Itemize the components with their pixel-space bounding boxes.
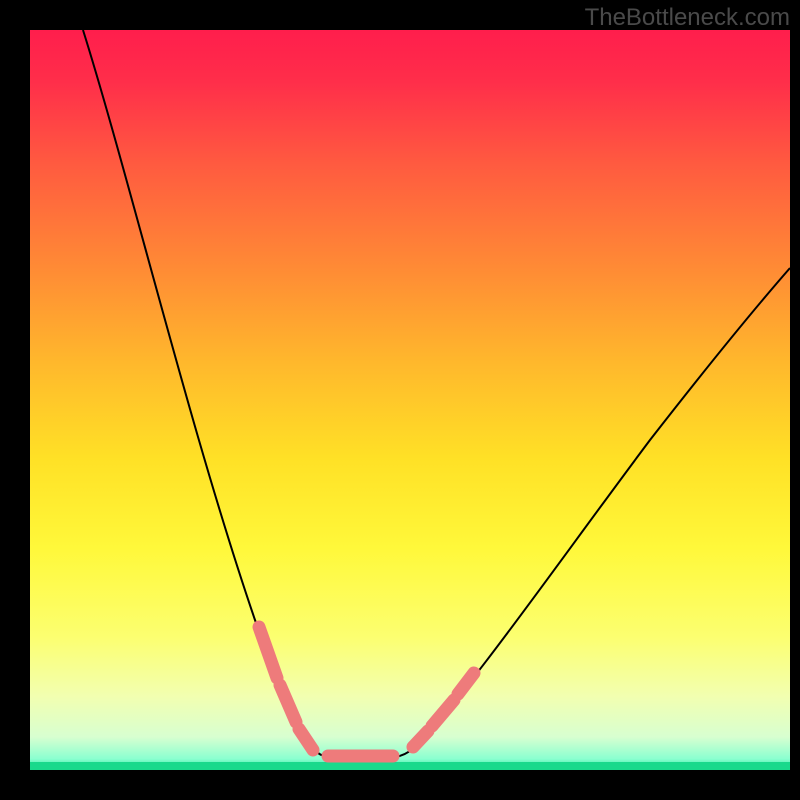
gradient-background: [30, 30, 790, 770]
chart-frame: TheBottleneck.com: [0, 0, 800, 800]
watermark-text: TheBottleneck.com: [585, 4, 790, 32]
green-baseline: [30, 762, 790, 770]
bottleneck-chart: [0, 0, 800, 800]
